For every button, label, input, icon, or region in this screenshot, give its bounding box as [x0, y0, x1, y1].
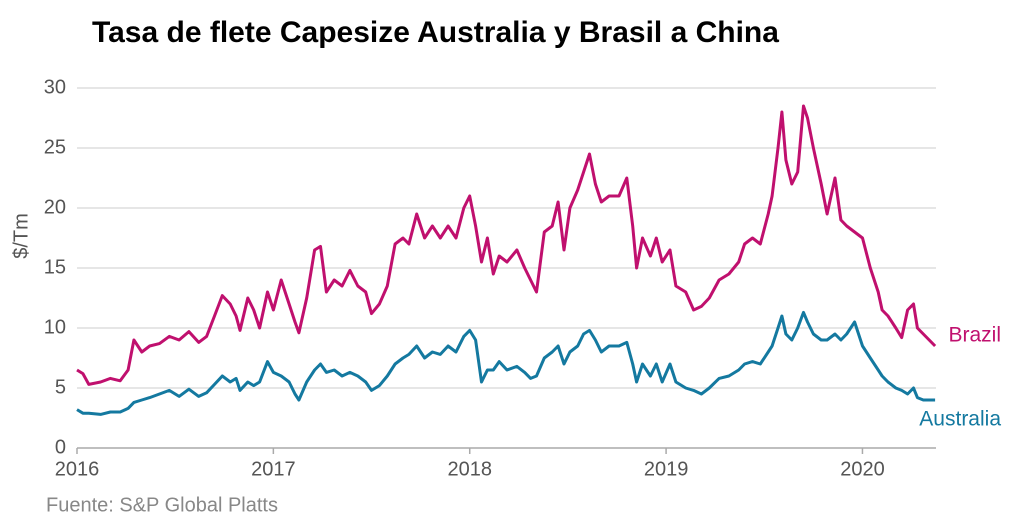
y-tick-label: 30 [44, 76, 66, 98]
x-tick-label: 2020 [840, 458, 885, 480]
y-tick-label: 20 [44, 196, 66, 218]
series-label: Australia [919, 408, 1001, 431]
x-tick-label: 2019 [644, 458, 689, 480]
series-label: Brazil [948, 324, 1001, 347]
x-tick-label: 2017 [251, 458, 296, 480]
x-tick-label: 2018 [447, 458, 492, 480]
y-axis-label: $/Tm [10, 213, 32, 259]
y-tick-label: 5 [55, 376, 66, 398]
y-tick-label: 0 [55, 436, 66, 458]
line-series [76, 104, 937, 386]
y-tick-label: 15 [44, 256, 66, 278]
x-tick-label: 2016 [55, 458, 100, 480]
y-tick-label: 10 [44, 316, 66, 338]
y-tick-label: 25 [44, 136, 66, 158]
chart-title: Tasa de flete Capesize Australia y Brasi… [92, 16, 779, 49]
source: Fuente: S&P Global Platts [46, 494, 278, 516]
line-series [76, 310, 936, 416]
